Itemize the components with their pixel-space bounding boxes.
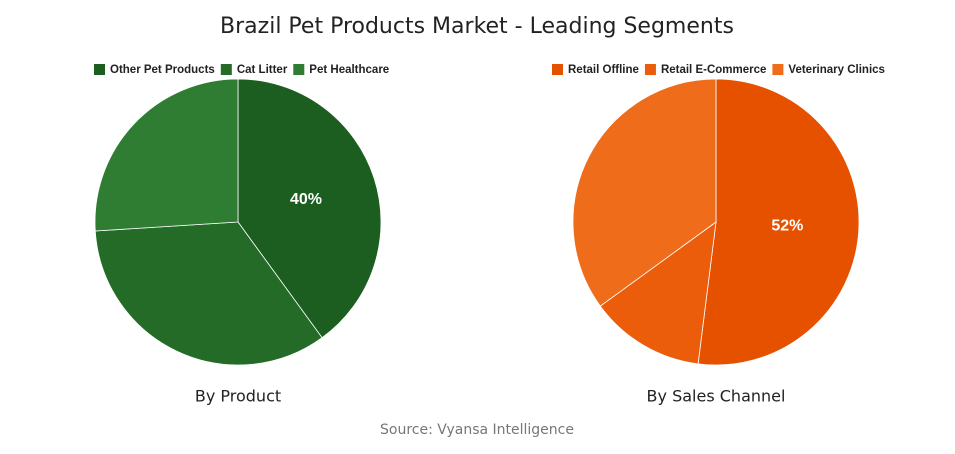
pie-slice (237, 78, 382, 339)
legend-label: Retail Offline (568, 64, 639, 76)
pie-slice (697, 78, 860, 366)
pie-slice (94, 78, 239, 232)
pie-slice (94, 221, 323, 366)
legend-swatch (293, 64, 305, 75)
source: Source: Vyansa Intelligence (380, 422, 574, 438)
pie-slice (599, 221, 717, 365)
legend-swatch (772, 64, 784, 75)
data-label: 52% (771, 218, 803, 235)
legend-label: Other Pet Products (110, 64, 215, 76)
pie-slice (572, 78, 717, 307)
chart-subtitle: By Sales Channel (647, 387, 786, 406)
legend-label: Veterinary Clinics (788, 64, 885, 76)
data-label: 40% (290, 191, 322, 208)
legend-swatch (644, 64, 656, 75)
legend-swatch (552, 64, 563, 75)
chart-subtitle: By Product (195, 387, 281, 406)
legend-label: Pet Healthcare (309, 64, 389, 76)
legend-swatch (94, 64, 105, 75)
legend-label: Cat Litter (237, 64, 288, 76)
legend-swatch (220, 64, 232, 75)
chart-title: Brazil Pet Products Market - Leading Seg… (220, 14, 734, 39)
legend-label: Retail E-Commerce (661, 64, 766, 76)
